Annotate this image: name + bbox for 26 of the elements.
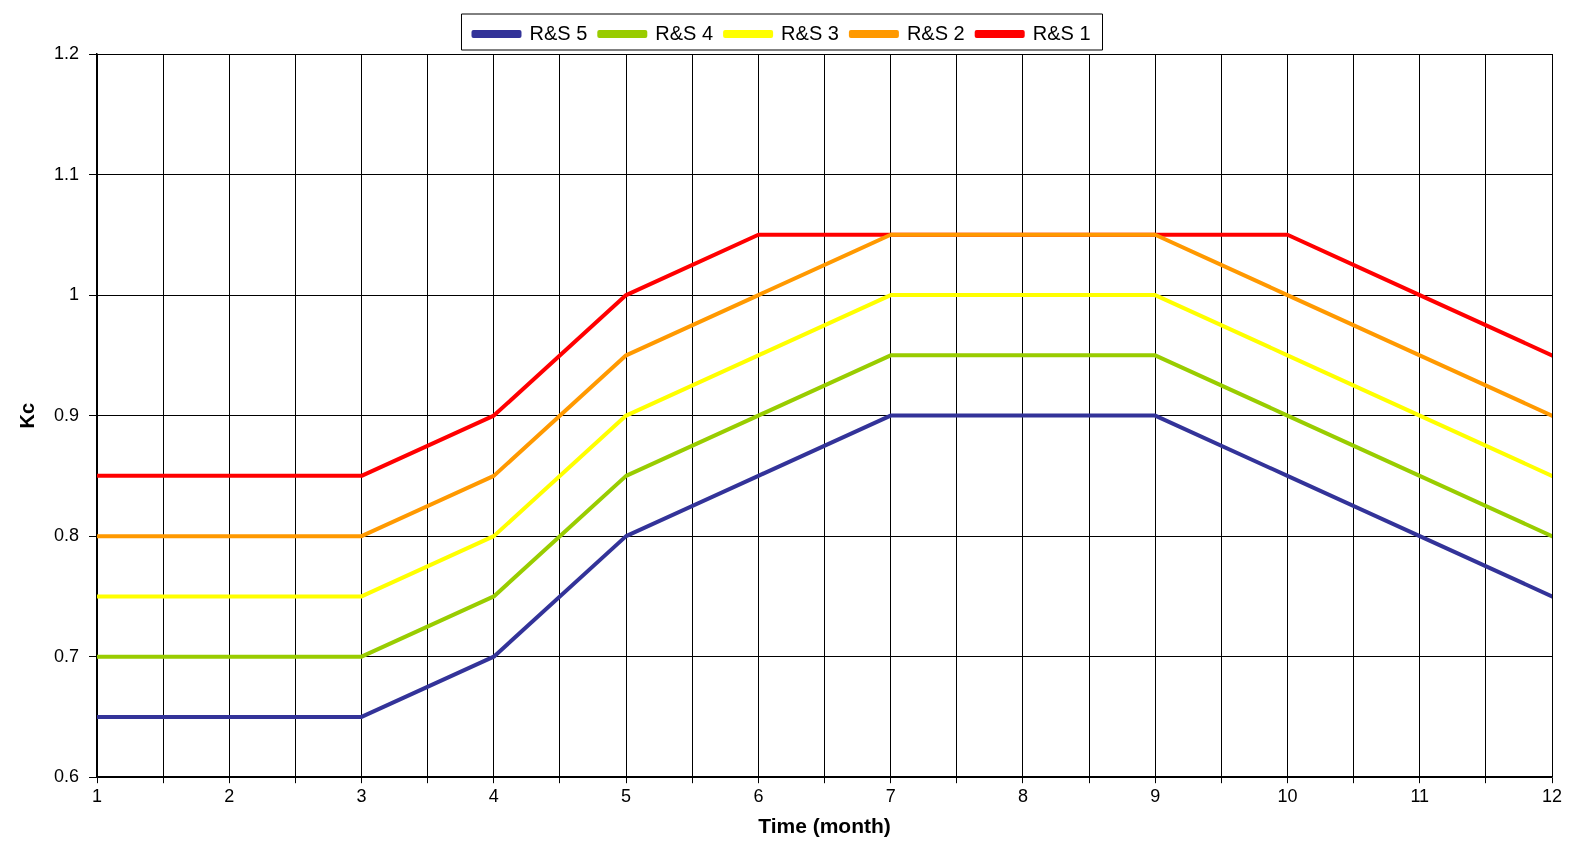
x-tick-label: 6 [753, 785, 764, 806]
legend-label: R&S 1 [1032, 21, 1091, 44]
y-axis-title: Kc [15, 402, 38, 429]
x-tick-label: 1 [92, 785, 103, 806]
y-tick-label: 1 [69, 284, 80, 305]
x-tick-label: 3 [356, 785, 367, 806]
y-tick-label: 0.8 [53, 525, 80, 546]
legend-label: R&S 2 [906, 21, 965, 44]
x-tick-label: 9 [1150, 785, 1161, 806]
legend-label: R&S 4 [655, 21, 714, 44]
x-tick-label: 12 [1541, 785, 1563, 806]
legend-label: R&S 5 [529, 21, 588, 44]
x-tick-label: 11 [1410, 785, 1430, 806]
x-tick-label: 2 [224, 785, 235, 806]
x-tick-label: 5 [621, 785, 632, 806]
y-tick-label: 1.1 [53, 163, 80, 184]
x-tick-label: 4 [488, 785, 499, 806]
y-tick-label: 0.9 [53, 404, 80, 425]
x-tick-label: 7 [885, 785, 896, 806]
x-tick-label: 8 [1017, 785, 1028, 806]
y-tick-label: 0.7 [53, 645, 80, 666]
x-axis-title: Time (month) [758, 814, 891, 838]
y-tick-label: 1.2 [53, 42, 80, 63]
legend-label: R&S 3 [781, 21, 839, 44]
y-tick-label: 0.6 [53, 766, 80, 787]
x-tick-label: 10 [1277, 785, 1298, 806]
